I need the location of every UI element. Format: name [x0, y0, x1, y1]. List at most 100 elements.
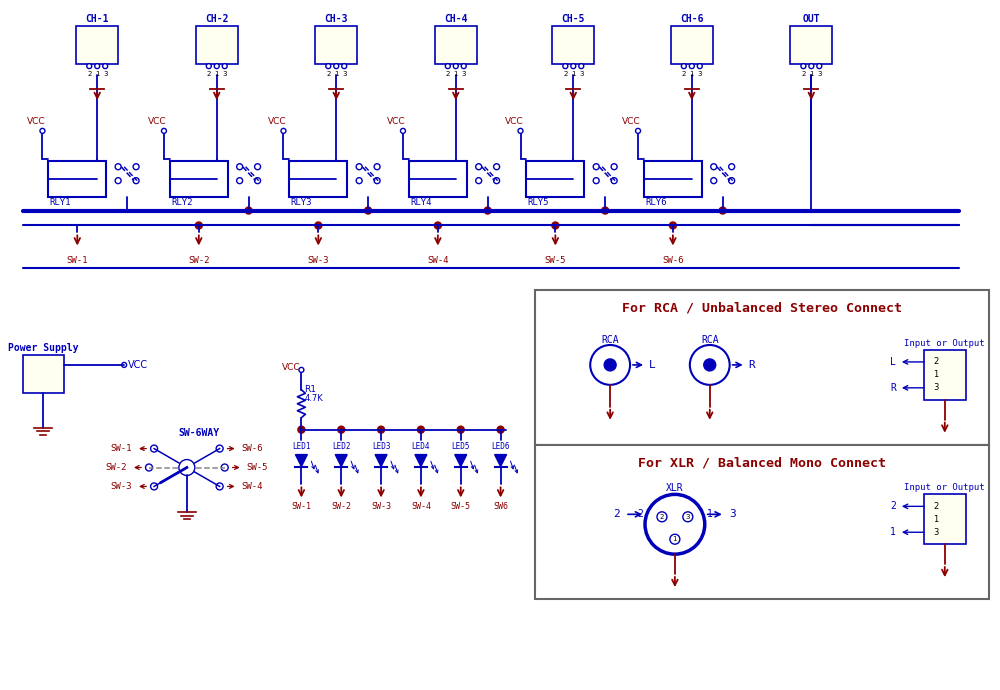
Text: 1: 1: [571, 71, 576, 77]
Bar: [48, 161, 106, 197]
Text: 4.7K: 4.7K: [304, 394, 323, 403]
Text: Input or Output: Input or Output: [904, 484, 985, 493]
Text: SW-4: SW-4: [411, 502, 431, 511]
Text: 3: 3: [686, 514, 690, 520]
Circle shape: [40, 128, 45, 133]
Circle shape: [365, 207, 372, 214]
Circle shape: [151, 483, 158, 490]
Circle shape: [593, 178, 599, 184]
Circle shape: [237, 178, 243, 184]
Circle shape: [681, 63, 686, 68]
Circle shape: [374, 178, 380, 184]
Circle shape: [518, 128, 523, 133]
Text: 1: 1: [933, 371, 938, 380]
Circle shape: [255, 178, 261, 184]
Circle shape: [689, 63, 694, 68]
Circle shape: [690, 345, 730, 385]
Text: XLR: XLR: [666, 484, 684, 493]
Text: 3: 3: [933, 384, 939, 393]
Circle shape: [494, 164, 500, 170]
Text: 3: 3: [817, 71, 822, 77]
Text: R: R: [890, 383, 896, 393]
Text: VCC: VCC: [505, 117, 523, 126]
Circle shape: [281, 128, 286, 133]
Polygon shape: [455, 455, 467, 466]
Circle shape: [476, 164, 482, 170]
Text: SW6: SW6: [493, 502, 508, 511]
Bar: [552, 26, 594, 64]
Text: 1: 1: [454, 71, 458, 77]
Text: LED4: LED4: [412, 442, 430, 451]
Polygon shape: [495, 455, 507, 466]
Text: RLY5: RLY5: [527, 197, 549, 206]
Text: 2: 2: [87, 71, 91, 77]
Bar: [526, 161, 584, 197]
Circle shape: [221, 464, 228, 471]
Text: SW-2: SW-2: [331, 502, 351, 511]
Circle shape: [645, 495, 705, 554]
Text: LED1: LED1: [292, 442, 311, 451]
Circle shape: [711, 164, 717, 170]
Circle shape: [563, 63, 568, 68]
Circle shape: [604, 359, 616, 371]
Text: RLY4: RLY4: [410, 197, 431, 206]
Text: CH-2: CH-2: [205, 14, 228, 24]
Circle shape: [809, 63, 814, 68]
Text: 2: 2: [933, 502, 938, 511]
Text: SW-4: SW-4: [242, 482, 263, 491]
Circle shape: [206, 63, 211, 68]
Circle shape: [214, 63, 219, 68]
Text: SW-5: SW-5: [247, 463, 268, 472]
Text: R1: R1: [304, 385, 316, 394]
Text: VCC: VCC: [281, 364, 300, 373]
Polygon shape: [375, 455, 387, 466]
Circle shape: [602, 207, 609, 214]
Circle shape: [434, 222, 441, 229]
Text: OUT: OUT: [803, 14, 820, 24]
Circle shape: [497, 426, 504, 433]
Circle shape: [593, 164, 599, 170]
Text: For XLR / Balanced Mono Connect: For XLR / Balanced Mono Connect: [638, 456, 886, 469]
Circle shape: [122, 362, 127, 367]
Circle shape: [445, 63, 450, 68]
Circle shape: [356, 178, 362, 184]
Text: RLY2: RLY2: [171, 197, 192, 206]
Text: 2: 2: [660, 514, 664, 520]
Polygon shape: [335, 455, 347, 466]
Circle shape: [115, 178, 121, 184]
Text: 3: 3: [461, 71, 466, 77]
Circle shape: [669, 222, 676, 229]
Bar: [671, 26, 713, 64]
Text: LED5: LED5: [452, 442, 470, 451]
Text: VCC: VCC: [148, 117, 167, 126]
Circle shape: [115, 164, 121, 170]
Circle shape: [453, 63, 458, 68]
Circle shape: [179, 460, 195, 475]
Circle shape: [95, 63, 100, 68]
Circle shape: [315, 222, 322, 229]
Text: VCC: VCC: [622, 117, 641, 126]
Text: LED3: LED3: [372, 442, 390, 451]
Circle shape: [552, 222, 559, 229]
Text: 1: 1: [933, 515, 938, 524]
Bar: [23, 355, 64, 393]
Text: CH-3: CH-3: [325, 14, 348, 24]
Bar: [289, 161, 347, 197]
Circle shape: [245, 207, 252, 214]
Text: SW-1: SW-1: [111, 444, 132, 453]
Text: Input or Output: Input or Output: [904, 339, 985, 348]
Circle shape: [719, 207, 726, 214]
Text: SW-2: SW-2: [106, 463, 127, 472]
Text: 3: 3: [103, 71, 107, 77]
Circle shape: [299, 367, 304, 373]
Polygon shape: [415, 455, 427, 466]
Text: 2: 2: [933, 357, 938, 366]
Text: 1: 1: [707, 509, 713, 520]
Text: SW-6: SW-6: [662, 257, 684, 266]
Bar: [170, 161, 228, 197]
Text: For RCA / Unbalanced Stereo Connect: For RCA / Unbalanced Stereo Connect: [622, 302, 902, 315]
Circle shape: [378, 426, 385, 433]
Circle shape: [133, 164, 139, 170]
Text: SW-5: SW-5: [451, 502, 471, 511]
Bar: [644, 161, 702, 197]
